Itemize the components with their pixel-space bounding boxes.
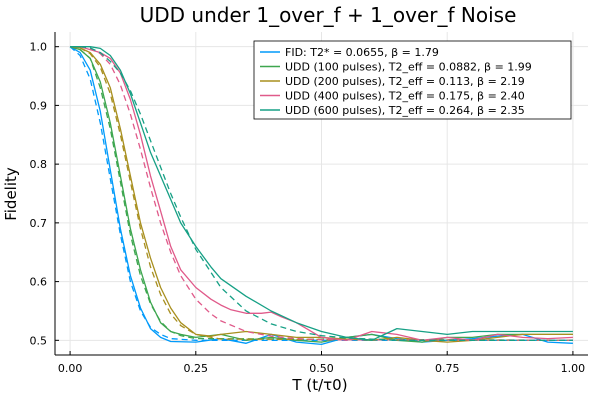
series-fit-line-5 bbox=[70, 46, 573, 341]
series-line-4 bbox=[70, 46, 573, 341]
y-tick-label: 0.7 bbox=[30, 217, 48, 230]
x-axis-label: T (t/τ0) bbox=[291, 376, 347, 394]
legend: FID: T2* = 0.0655, β = 1.79 UDD (100 puls… bbox=[253, 40, 572, 120]
x-tick-label: 0.75 bbox=[435, 362, 460, 375]
series-line-5 bbox=[70, 46, 573, 341]
x-tick-label: 0.00 bbox=[58, 362, 83, 375]
series-fit-line-3 bbox=[70, 46, 573, 341]
y-tick-label: 0.6 bbox=[30, 276, 48, 289]
series-fit-line-1 bbox=[69, 46, 573, 341]
y-tick-label: 0.5 bbox=[30, 334, 48, 347]
y-tick-label: 1.0 bbox=[30, 41, 48, 54]
axes bbox=[54, 32, 588, 356]
series-fit-line-2 bbox=[69, 46, 573, 341]
legend-label-1: FID: T2* = 0.0655, β = 1.79 bbox=[285, 46, 439, 59]
y-axis-label: Fidelity bbox=[2, 167, 20, 221]
tick-labels: 0.00 0.25 0.50 0.75 1.00 0.5 0.6 0.7 0.8 0.9 1.0 bbox=[30, 41, 586, 375]
legend-label-2: UDD (100 pulses), T2_eff = 0.0882, β = 1… bbox=[285, 61, 532, 74]
legend-label-3: UDD (200 pulses), T2_eff = 0.113, β = 2.… bbox=[285, 75, 525, 88]
series-line-3 bbox=[70, 46, 573, 343]
series-fit-line-4 bbox=[70, 46, 573, 341]
legend-label-5: UDD (600 pulses), T2_eff = 0.264, β = 2.… bbox=[285, 104, 525, 117]
legend-label-4: UDD (400 pulses), T2_eff = 0.175, β = 2.… bbox=[285, 90, 525, 103]
x-tick-label: 0.25 bbox=[184, 362, 209, 375]
series-line-2 bbox=[69, 46, 573, 343]
y-tick-label: 0.8 bbox=[30, 158, 48, 171]
series-layer bbox=[69, 46, 573, 346]
y-tick-label: 0.9 bbox=[30, 99, 48, 112]
x-tick-label: 0.50 bbox=[309, 362, 334, 375]
legend-box bbox=[253, 40, 572, 120]
chart-title: UDD under 1_over_f + 1_over_f Noise bbox=[140, 3, 517, 27]
x-tick-label: 1.00 bbox=[561, 362, 586, 375]
